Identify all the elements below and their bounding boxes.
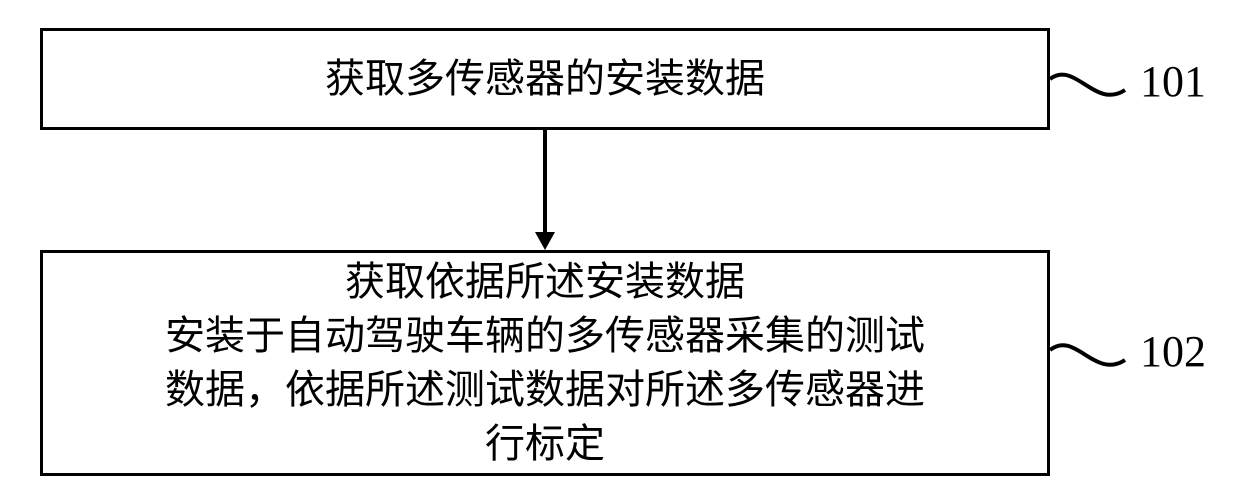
flow-node-step2: 获取依据所述安装数据 安装于自动驾驶车辆的多传感器采集的测试 数据，依据所述测试… [40,250,1050,476]
callout-connector-step2 [1050,320,1140,380]
flow-node-step1: 获取多传感器的安装数据 [40,28,1050,130]
flow-node-step2-label: 102 [1140,326,1206,377]
callout-connector-step1 [1050,50,1140,110]
flow-node-step2-text: 获取依据所述安装数据 安装于自动驾驶车辆的多传感器采集的测试 数据，依据所述测试… [165,255,925,471]
flowchart-canvas: 获取多传感器的安装数据 101 获取依据所述安装数据 安装于自动驾驶车辆的多传感… [0,0,1240,504]
flow-node-step1-text: 获取多传感器的安装数据 [325,52,765,106]
edge-step1-step2-line [543,130,547,234]
flow-node-step1-label: 101 [1140,56,1206,107]
edge-step1-step2-arrow [535,232,555,250]
